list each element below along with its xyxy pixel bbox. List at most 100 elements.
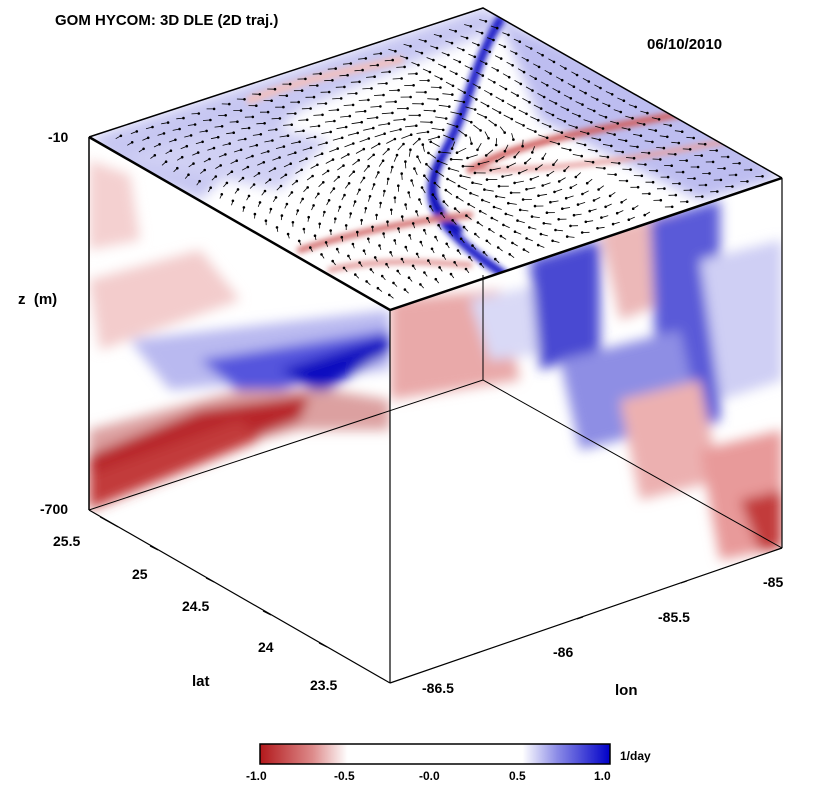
- velocity-arrow-head: [576, 203, 580, 206]
- velocity-arrow: [327, 68, 336, 70]
- velocity-arrow-head: [406, 107, 409, 110]
- velocity-arrow-head: [349, 62, 353, 65]
- velocity-arrow-head: [407, 191, 411, 194]
- velocity-arrow: [564, 135, 574, 140]
- velocity-arrow-head: [584, 220, 588, 224]
- velocity-arrow-head: [442, 200, 446, 203]
- velocity-arrow: [314, 153, 323, 158]
- velocity-arrow: [443, 134, 454, 140]
- velocity-arrow-head: [450, 93, 454, 96]
- velocity-arrow: [445, 81, 454, 87]
- lon-tick-0: -86.5: [422, 680, 454, 696]
- velocity-arrow: [538, 193, 548, 197]
- velocity-arrow-head: [654, 129, 658, 132]
- velocity-arrow-head: [526, 58, 529, 62]
- velocity-arrow-head: [255, 143, 259, 147]
- velocity-arrow-head: [381, 159, 385, 163]
- velocity-arrow-head: [372, 183, 376, 186]
- velocity-arrow: [473, 124, 481, 131]
- velocity-arrow-head: [382, 232, 385, 235]
- velocity-arrow-head: [266, 110, 270, 114]
- velocity-arrow-head: [484, 154, 488, 157]
- velocity-arrow-head: [326, 169, 330, 173]
- velocity-arrow: [610, 120, 618, 124]
- velocity-arrow-head: [389, 251, 392, 254]
- velocity-arrow-head: [459, 174, 463, 178]
- velocity-arrow-head: [247, 194, 251, 198]
- velocity-arrow: [362, 88, 372, 90]
- velocity-arrow: [423, 109, 435, 112]
- velocity-arrow-head: [432, 58, 435, 62]
- velocity-arrow-head: [370, 87, 373, 90]
- lat-tick-3: 24: [258, 639, 274, 655]
- velocity-arrow-head: [327, 199, 331, 202]
- lat-tick-4: 23.5: [310, 677, 337, 693]
- velocity-arrow-head: [383, 189, 386, 193]
- velocity-arrow-head: [563, 120, 567, 123]
- velocity-arrow-head: [513, 230, 517, 234]
- velocity-arrow-head: [636, 145, 639, 149]
- velocity-arrow-head: [537, 65, 541, 69]
- velocity-arrow-head: [424, 39, 427, 43]
- velocity-arrow: [431, 128, 444, 131]
- velocity-arrow-head: [426, 217, 429, 220]
- velocity-arrow-head: [346, 73, 349, 77]
- velocity-arrow-head: [499, 234, 503, 238]
- velocity-arrow: [256, 122, 265, 125]
- velocity-arrow-head: [379, 201, 382, 205]
- velocity-arrow-head: [433, 109, 436, 113]
- velocity-arrow-head: [162, 132, 166, 135]
- velocity-arrow: [381, 112, 393, 115]
- velocity-arrow-head: [418, 114, 421, 117]
- velocity-arrow-head: [393, 239, 397, 242]
- velocity-arrow-head: [488, 50, 492, 54]
- velocity-arrow-head: [476, 221, 480, 224]
- velocity-arrow-head: [503, 149, 507, 153]
- velocity-arrow: [453, 99, 464, 103]
- velocity-arrow-head: [541, 184, 544, 187]
- velocity-arrow-head: [419, 283, 422, 286]
- velocity-arrow-head: [608, 194, 612, 198]
- velocity-arrow: [439, 151, 452, 154]
- velocity-arrow-head: [142, 147, 145, 151]
- velocity-arrow: [637, 163, 646, 165]
- velocity-arrow-head: [176, 166, 179, 170]
- velocity-arrow-head: [304, 77, 307, 81]
- velocity-arrow-head: [271, 139, 274, 142]
- velocity-arrow-head: [575, 73, 579, 77]
- velocity-arrow-head: [362, 249, 366, 253]
- velocity-arrow-head: [572, 85, 576, 88]
- velocity-arrow-head: [545, 211, 549, 215]
- velocity-arrow: [553, 129, 563, 133]
- velocity-arrow-head: [251, 154, 254, 158]
- velocity-arrow-head: [501, 175, 504, 178]
- velocity-arrow-head: [529, 178, 533, 181]
- velocity-arrow: [584, 160, 594, 163]
- velocity-arrow-head: [333, 119, 336, 123]
- velocity-arrow-head: [235, 159, 239, 163]
- velocity-arrow-head: [536, 243, 540, 247]
- velocity-arrow-head: [371, 126, 375, 130]
- velocity-arrow-head: [313, 234, 317, 238]
- velocity-arrow-head: [409, 44, 412, 48]
- velocity-arrow-head: [187, 173, 190, 177]
- velocity-arrow: [446, 123, 458, 127]
- velocity-arrow: [633, 133, 641, 137]
- velocity-arrow: [591, 137, 600, 141]
- velocity-arrow-head: [617, 162, 621, 165]
- velocity-arrow-head: [492, 38, 495, 42]
- velocity-arrow: [298, 119, 308, 121]
- velocity-arrow-head: [455, 72, 458, 76]
- velocity-arrow-head: [212, 146, 216, 150]
- velocity-arrow-head: [135, 130, 139, 133]
- velocity-arrow-head: [216, 135, 220, 139]
- velocity-arrow-head: [496, 246, 500, 249]
- velocity-arrow: [536, 164, 543, 170]
- velocity-arrow-head: [458, 60, 462, 64]
- velocity-arrow-head: [185, 144, 189, 148]
- velocity-arrow-head: [368, 195, 372, 198]
- velocity-arrow-head: [503, 131, 507, 134]
- velocity-arrow-head: [336, 108, 340, 112]
- velocity-arrow: [482, 199, 491, 204]
- velocity-arrow: [508, 202, 517, 205]
